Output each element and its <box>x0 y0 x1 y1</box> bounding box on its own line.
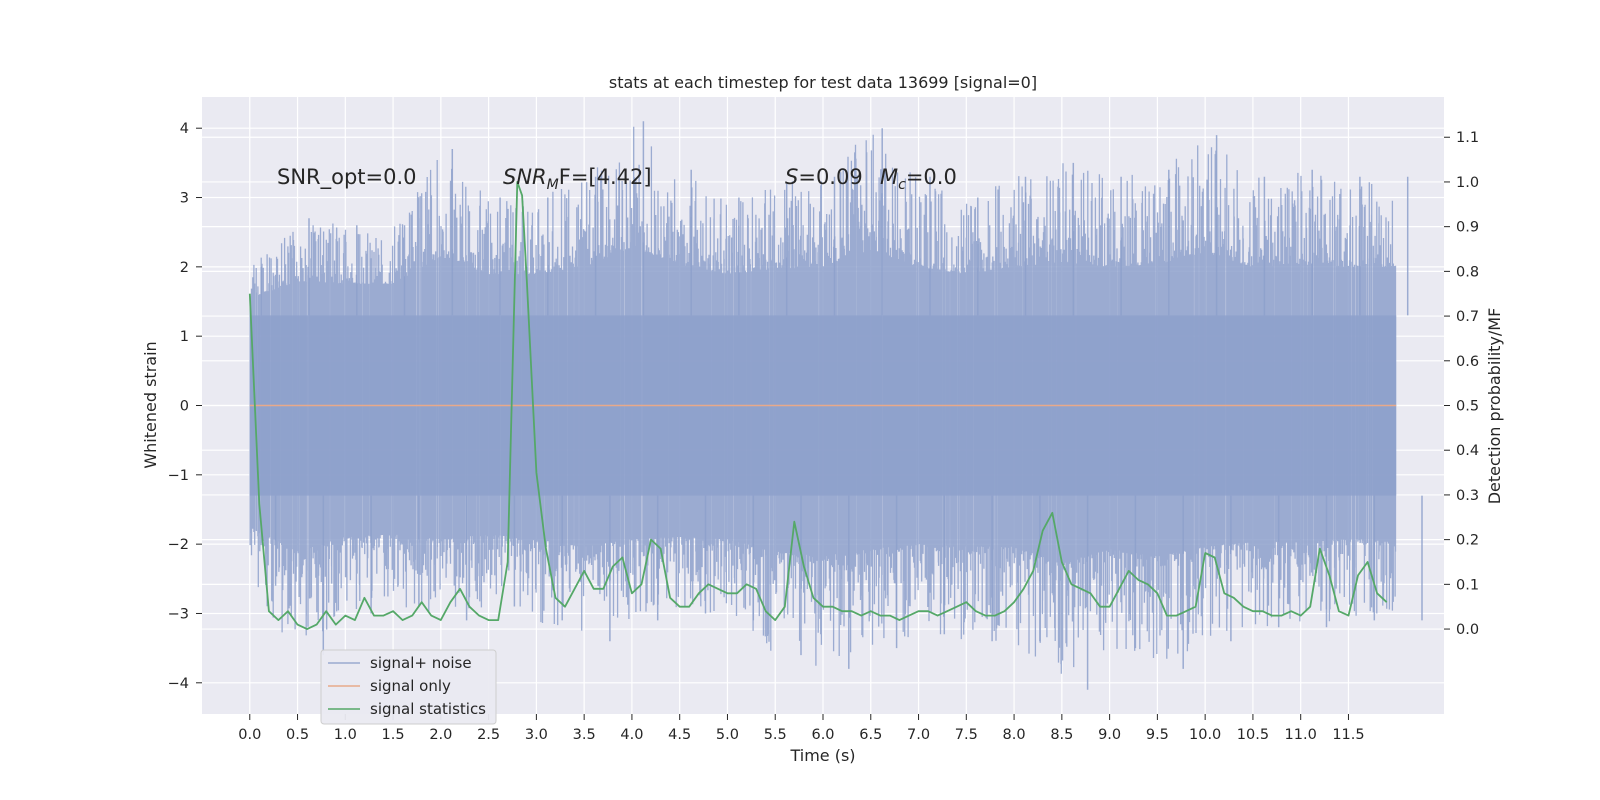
legend-label-signal-only: signal only <box>370 677 451 695</box>
y-tick-label: 3 <box>180 191 189 207</box>
snr-mf-value: F=[4.42] <box>559 165 652 189</box>
y-tick-label: −1 <box>168 468 189 484</box>
legend-label-signal-statistics: signal statistics <box>370 700 486 718</box>
x-tick-label: 9.5 <box>1146 727 1169 743</box>
signal-statistics-line <box>248 180 1388 630</box>
y2-axis-ticks: 0.0 0.1 0.2 0.3 0.4 0.5 0.6 0.7 0.8 0.9 1.0 1.1 <box>1444 130 1479 638</box>
y2-axis-label: Detection probability/MF <box>1485 308 1504 505</box>
x-tick-label: 0.5 <box>286 727 309 743</box>
y2-tick-label: 0.2 <box>1456 533 1479 549</box>
s-symbol: S <box>785 165 798 189</box>
y2-tick-label: 0.4 <box>1456 443 1479 459</box>
y2-tick-label: 0.1 <box>1456 577 1479 593</box>
x-tick-label: 4.5 <box>668 727 691 743</box>
x-tick-label: 9.0 <box>1098 727 1121 743</box>
x-tick-label: 5.0 <box>716 727 739 743</box>
s-annotation: S=0.09 <box>785 165 863 189</box>
x-tick-label: 7.5 <box>955 727 978 743</box>
y2-tick-label: 1.0 <box>1456 175 1479 191</box>
mc-subscript: c <box>898 177 906 193</box>
x-tick-label: 7.0 <box>907 727 930 743</box>
snr-opt-annotation: SNR_opt=0.0 <box>277 165 417 190</box>
y2-tick-label: 0.6 <box>1456 354 1479 370</box>
y-tick-label: 0 <box>180 399 189 415</box>
y2-tick-label: 0.5 <box>1456 399 1479 415</box>
snr-mf-annotation: SNRMF=[4.42] <box>503 165 652 193</box>
y-tick-label: −2 <box>168 537 189 553</box>
y-axis-ticks: −4 −3 −2 −1 0 1 2 3 4 <box>168 121 202 692</box>
x-tick-label: 10.5 <box>1237 727 1269 743</box>
snr-mf-subscript: M <box>547 177 559 193</box>
y2-tick-label: 0.9 <box>1456 220 1479 236</box>
y2-tick-label: 0.7 <box>1456 309 1479 325</box>
legend: signal+ noise signal only signal statist… <box>320 649 497 725</box>
x-tick-label: 3.0 <box>525 727 548 743</box>
x-tick-label: 8.0 <box>1003 727 1026 743</box>
s-value: =0.09 <box>798 165 862 189</box>
y-tick-label: 1 <box>180 329 189 345</box>
x-tick-label: 2.5 <box>477 727 500 743</box>
y-tick-label: −3 <box>168 606 189 622</box>
x-axis-ticks: 0.0 0.5 1.0 1.5 2.0 2.5 3.0 3.5 4.0 4.5 5.0 5.5 6.0 6… <box>238 714 1365 743</box>
snr-mf-symbol: SNR <box>503 165 547 189</box>
chart-title: stats at each timestep for test data 136… <box>609 73 1037 92</box>
y-tick-label: 4 <box>180 121 189 137</box>
x-tick-label: 1.5 <box>382 727 405 743</box>
x-tick-label: 11.5 <box>1332 727 1364 743</box>
y2-tick-label: 1.1 <box>1456 130 1479 146</box>
mc-value: =0.0 <box>906 165 957 189</box>
y2-tick-label: 0.8 <box>1456 264 1479 280</box>
x-tick-label: 11.0 <box>1285 727 1317 743</box>
y-tick-label: −4 <box>168 676 189 692</box>
legend-label-signal-noise: signal+ noise <box>370 654 472 672</box>
mc-annotation: Mc=0.0 <box>880 165 957 193</box>
x-tick-label: 1.0 <box>334 727 357 743</box>
x-tick-label: 6.5 <box>859 727 882 743</box>
x-tick-label: 4.0 <box>620 727 643 743</box>
x-axis-label: Time (s) <box>789 746 855 765</box>
x-tick-label: 2.0 <box>429 727 452 743</box>
y-tick-label: 2 <box>180 260 189 276</box>
x-tick-label: 8.5 <box>1050 727 1073 743</box>
x-tick-label: 5.5 <box>764 727 787 743</box>
legend-box <box>320 649 497 725</box>
mc-symbol: M <box>880 165 898 189</box>
noise-spikes <box>249 126 1397 674</box>
x-tick-label: 6.0 <box>811 727 834 743</box>
y2-tick-label: 0.3 <box>1456 488 1479 504</box>
x-tick-label: 10.0 <box>1189 727 1221 743</box>
x-tick-label: 3.5 <box>573 727 596 743</box>
noise-peak-spikes <box>260 121 1423 690</box>
signal-statistics-series <box>248 180 1388 630</box>
x-tick-label: 0.0 <box>238 727 261 743</box>
y2-tick-label: 0.0 <box>1456 622 1479 638</box>
y-axis-label: Whitened strain <box>141 341 160 468</box>
